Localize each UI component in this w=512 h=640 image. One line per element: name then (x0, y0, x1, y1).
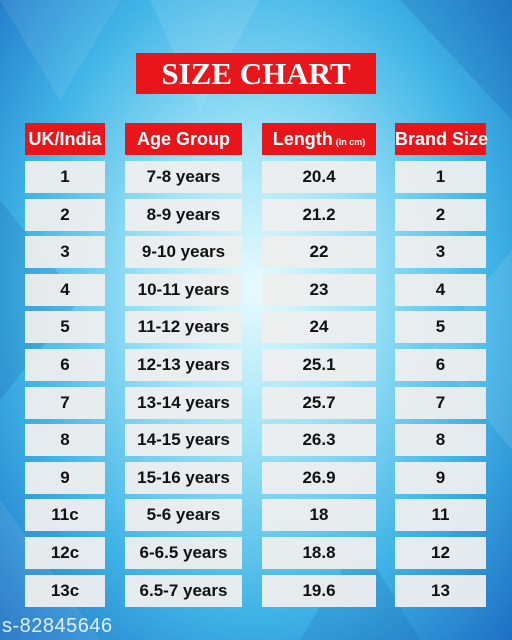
table-cell: 9-10 years (125, 236, 242, 269)
table-cell: 7 (25, 386, 105, 419)
table-cell: 21.2 (262, 198, 376, 231)
table-cell: 25.7 (262, 386, 376, 419)
table-cell: 25.1 (262, 349, 376, 381)
column-header: UK/India (25, 123, 105, 155)
table-cell: 6.5-7 years (125, 574, 242, 607)
table-cell: 11c (25, 499, 105, 532)
column-header: Age Group (125, 123, 242, 155)
table-cell: 3 (395, 236, 486, 269)
table-cell: 18 (262, 499, 376, 532)
table-cell: 20.4 (262, 161, 376, 193)
table-cell: 12-13 years (125, 349, 242, 381)
table-cell: 19.6 (262, 574, 376, 607)
table-cell: 6-6.5 years (125, 537, 242, 569)
column-header: Brand Size (395, 123, 489, 155)
header-text: Brand Size (395, 129, 489, 149)
table-cell: 8 (395, 424, 486, 457)
table-cell: 8 (25, 424, 105, 457)
table-cell: 5 (395, 311, 486, 344)
title: SIZE CHART (136, 53, 376, 94)
header-unit: (in cm) (335, 137, 366, 147)
table-cell: 26.3 (262, 424, 376, 457)
table-cell: 1 (25, 161, 105, 193)
table-cell: 6 (395, 349, 486, 381)
table-cell: 11 (395, 499, 486, 532)
table-cell: 4 (395, 273, 486, 306)
table-cell: 22 (262, 236, 376, 269)
table-cell: 18.8 (262, 537, 376, 569)
table-cell: 24 (262, 311, 376, 344)
header-text: UK/India (28, 129, 102, 149)
column-header: Length (in cm) (262, 123, 376, 155)
table-cell: 26.9 (262, 461, 376, 494)
table-cell: 7-8 years (125, 161, 242, 193)
table-cell: 2 (395, 198, 486, 231)
table-cell: 6 (25, 349, 105, 381)
table-cell: 9 (395, 461, 486, 494)
table-cell: 5-6 years (125, 499, 242, 532)
table-cell: 12 (395, 537, 486, 569)
table-cell: 11-12 years (125, 311, 242, 344)
watermark: s-82845646 (2, 615, 113, 637)
table-cell: 8-9 years (125, 198, 242, 231)
table-cell: 13 (395, 574, 486, 607)
table-cell: 2 (25, 198, 105, 231)
table-cell: 13c (25, 574, 105, 607)
table-cell: 13-14 years (125, 386, 242, 419)
table-cell: 15-16 years (125, 461, 242, 494)
table-cell: 1 (395, 161, 486, 193)
table-cell: 12c (25, 537, 105, 569)
table-cell: 7 (395, 386, 486, 419)
header-text: Length (272, 129, 333, 149)
header-text: Age Group (137, 129, 230, 149)
table-cell: 10-11 years (125, 273, 242, 306)
table-cell: 5 (25, 311, 105, 344)
table-cell: 9 (25, 461, 105, 494)
table-cell: 23 (262, 273, 376, 306)
table-cell: 4 (25, 273, 105, 306)
table-cell: 3 (25, 236, 105, 269)
table-cell: 14-15 years (125, 424, 242, 457)
